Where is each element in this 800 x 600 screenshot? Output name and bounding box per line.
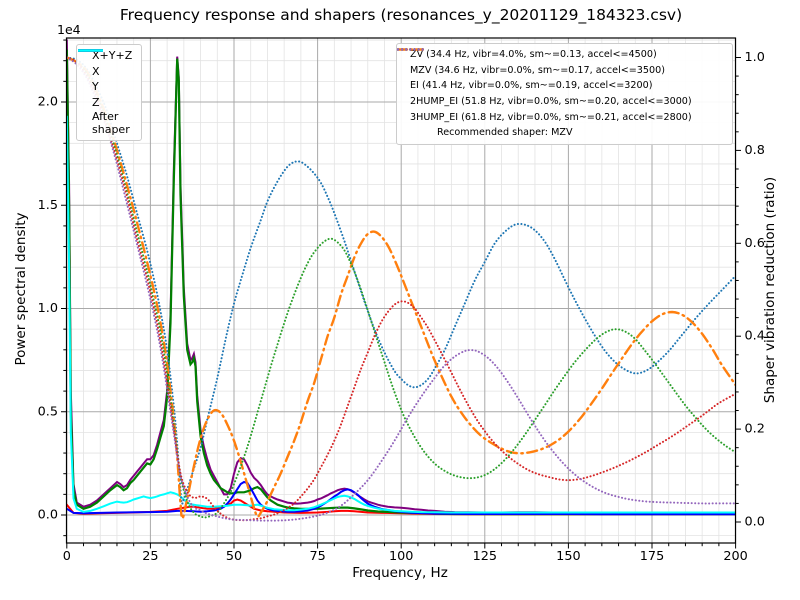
y-axis-offset-text: 1e4 [57, 22, 81, 37]
x-tick-label: 50 [226, 549, 242, 564]
legend-item: EI (41.4 Hz, vibr=0.0%, sm~=0.19, accel<… [397, 48, 726, 94]
x-tick-label: 200 [723, 549, 747, 564]
x-tick-label: 25 [142, 549, 158, 564]
x-tick-label: 125 [473, 549, 497, 564]
y-right-tick-label: 0.0 [745, 515, 765, 530]
y-left-tick-label: 1.5 [38, 198, 58, 213]
legend-item: After shaper [78, 49, 132, 136]
legend-item: MZV (34.6 Hz, vibr=0.0%, sm~=0.17, accel… [397, 48, 726, 79]
legend-item-label: 3HUMP_EI (61.8 Hz, vibr=0.0%, sm~=0.21, … [410, 111, 692, 123]
legend-item: Z [78, 49, 132, 112]
y-left-tick-label: 1.0 [38, 301, 58, 316]
series-line-ei [66, 56, 736, 519]
legend-item-label: ZV (34.4 Hz, vibr=4.0%, sm~=0.13, accel<… [410, 49, 657, 61]
legend-item: 3HUMP_EI (61.8 Hz, vibr=0.0%, sm~=0.21, … [397, 48, 726, 125]
legend-shapers: ZV (34.4 Hz, vibr=4.0%, sm~=0.13, accel<… [396, 43, 733, 145]
series-line-mzv [66, 56, 736, 520]
x-tick-label: 100 [389, 549, 413, 564]
page-title: Frequency response and shapers (resonanc… [119, 6, 683, 24]
legend-item-label: After shaper [92, 110, 130, 136]
series-line-after-shaper [66, 115, 736, 514]
legend-item: X [78, 49, 132, 81]
y-left-tick-label: 2.0 [38, 95, 58, 110]
x-tick-label: 175 [640, 549, 664, 564]
legend-item: Recommended shaper: MZV [403, 125, 726, 141]
legend-item-label: Y [92, 80, 99, 94]
series-line-y [66, 49, 736, 516]
x-axis-label: Frequency, Hz [352, 565, 448, 581]
legend-item-label: EI (41.4 Hz, vibr=0.0%, sm~=0.19, accel<… [410, 80, 653, 92]
y-right-tick-label: 0.2 [745, 422, 765, 437]
series-line-zv [66, 56, 736, 505]
y-right-tick-label: 0.6 [745, 236, 765, 251]
legend-item-label: MZV (34.6 Hz, vibr=0.0%, sm~=0.17, accel… [410, 64, 665, 76]
legend-swatch-line [397, 48, 424, 51]
series-line-3hump-ei [66, 56, 736, 522]
legend-item-label: Recommended shaper: MZV [437, 127, 573, 139]
legend-swatch-line [78, 49, 103, 52]
x-tick-label: 75 [309, 549, 325, 564]
legend-item: 2HUMP_EI (51.8 Hz, vibr=0.0%, sm~=0.20, … [397, 48, 726, 110]
x-tick-label: 150 [556, 549, 580, 564]
y-axis-label-right: Shaper vibration reduction (ratio) [762, 176, 778, 404]
tick-marks [61, 39, 741, 549]
legend-item: Y [78, 49, 132, 96]
legend-item-label: 2HUMP_EI (51.8 Hz, vibr=0.0%, sm~=0.20, … [410, 96, 692, 108]
legend-data-series: X+Y+Z X Y Z After shaper [76, 44, 143, 142]
y-right-tick-label: 1.0 [745, 50, 765, 65]
y-left-tick-label: 0.5 [38, 404, 58, 419]
y-right-tick-label: 0.8 [745, 143, 765, 158]
legend-item-label: X [92, 64, 100, 78]
series-line-x [66, 498, 736, 516]
series-curves [66, 39, 736, 522]
legend-item-label: Z [92, 95, 100, 109]
y-left-tick-label: 0.0 [38, 508, 58, 523]
series-line-x-y-z [66, 39, 736, 515]
x-tick-label: 0 [63, 549, 71, 564]
y-axis-label-left: Power spectral density [13, 212, 29, 366]
legend-item-label: X+Y+Z [92, 49, 133, 63]
legend-item: ZV (34.4 Hz, vibr=4.0%, sm~=0.13, accel<… [397, 47, 726, 63]
y-right-tick-label: 0.4 [745, 329, 765, 344]
